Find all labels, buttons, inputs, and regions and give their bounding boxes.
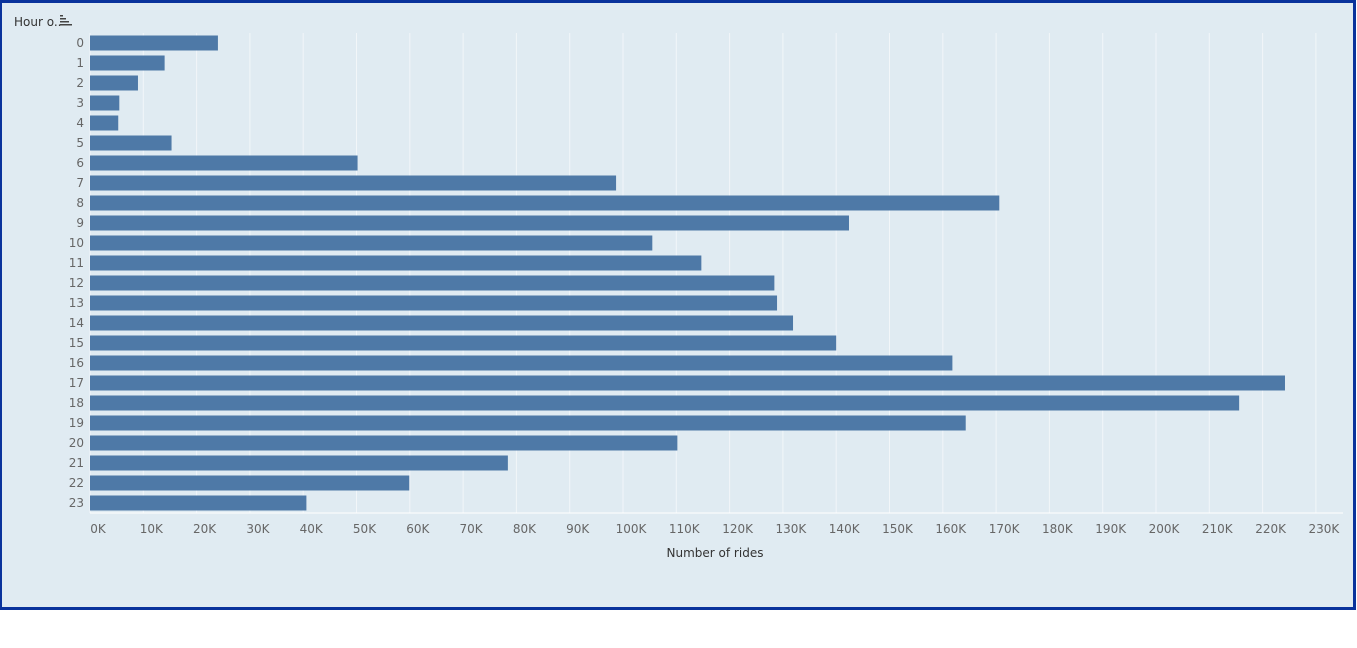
y-tick-label: 23 bbox=[69, 496, 84, 510]
x-tick-label: 80K bbox=[513, 522, 537, 536]
bar-hour-14[interactable] bbox=[90, 315, 794, 331]
y-tick-label: 3 bbox=[76, 96, 84, 110]
y-tick-label: 19 bbox=[69, 416, 84, 430]
bar-hour-16[interactable] bbox=[90, 355, 953, 371]
bar-hour-6[interactable] bbox=[90, 155, 358, 171]
y-tick-label: 11 bbox=[69, 256, 84, 270]
y-tick-label: 16 bbox=[69, 356, 84, 370]
y-tick-label: 1 bbox=[76, 56, 84, 70]
x-tick-label: 110K bbox=[669, 522, 701, 536]
x-tick-label: 140K bbox=[829, 522, 861, 536]
x-tick-label: 230K bbox=[1309, 522, 1341, 536]
x-axis-title: Number of rides bbox=[667, 546, 764, 560]
bar-hour-5[interactable] bbox=[90, 135, 172, 151]
bar-hour-21[interactable] bbox=[90, 455, 508, 471]
x-tick-label: 160K bbox=[935, 522, 967, 536]
y-tick-label: 2 bbox=[76, 76, 84, 90]
bar-hour-1[interactable] bbox=[90, 55, 165, 71]
y-tick-label: 14 bbox=[69, 316, 84, 330]
bar-hour-23[interactable] bbox=[90, 495, 307, 511]
bar-hour-11[interactable] bbox=[90, 255, 702, 271]
y-tick-label: 9 bbox=[76, 216, 84, 230]
bar-hour-2[interactable] bbox=[90, 75, 138, 91]
bar-hour-10[interactable] bbox=[90, 235, 653, 251]
x-tick-label: 50K bbox=[353, 522, 377, 536]
bar-hour-22[interactable] bbox=[90, 475, 410, 491]
y-tick-label: 8 bbox=[76, 196, 84, 210]
x-tick-label: 30K bbox=[246, 522, 270, 536]
x-tick-label: 170K bbox=[989, 522, 1021, 536]
x-tick-label: 20K bbox=[193, 522, 217, 536]
bar-hour-13[interactable] bbox=[90, 295, 778, 311]
x-tick-label: 10K bbox=[140, 522, 164, 536]
y-tick-label: 10 bbox=[69, 236, 84, 250]
bar-hour-17[interactable] bbox=[90, 375, 1285, 391]
bar-hour-4[interactable] bbox=[90, 115, 119, 131]
bar-hour-15[interactable] bbox=[90, 335, 837, 351]
bars bbox=[90, 35, 1285, 511]
y-tick-label: 4 bbox=[76, 116, 84, 130]
bar-hour-20[interactable] bbox=[90, 435, 678, 451]
y-tick-label: 22 bbox=[69, 476, 84, 490]
x-tick-label: 90K bbox=[566, 522, 590, 536]
bar-hour-9[interactable] bbox=[90, 215, 849, 231]
bar-hour-12[interactable] bbox=[90, 275, 775, 291]
y-tick-label: 20 bbox=[69, 436, 84, 450]
x-tick-label: 0K bbox=[90, 522, 107, 536]
x-tick-label: 210K bbox=[1202, 522, 1234, 536]
x-tick-label: 70K bbox=[460, 522, 484, 536]
y-tick-label: 5 bbox=[76, 136, 84, 150]
y-tick-label: 0 bbox=[76, 36, 84, 50]
x-tick-label: 150K bbox=[882, 522, 914, 536]
y-tick-label: 17 bbox=[69, 376, 84, 390]
x-tick-label: 190K bbox=[1095, 522, 1127, 536]
x-tick-labels: 0K 10K 20K 30K 40K 50K 60K 70K 80K 90K 100K 110K 120… bbox=[90, 522, 1340, 536]
y-tick-label: 13 bbox=[69, 296, 84, 310]
y-tick-label: 12 bbox=[69, 276, 84, 290]
x-tick-label: 100K bbox=[616, 522, 648, 536]
y-tick-label: 7 bbox=[76, 176, 84, 190]
sort-descending-icon[interactable] bbox=[60, 14, 72, 26]
x-tick-label: 120K bbox=[722, 522, 754, 536]
bar-hour-18[interactable] bbox=[90, 395, 1240, 411]
bar-hour-3[interactable] bbox=[90, 95, 120, 111]
y-tick-label: 21 bbox=[69, 456, 84, 470]
x-tick-label: 220K bbox=[1255, 522, 1287, 536]
y-tick-label: 15 bbox=[69, 336, 84, 350]
y-tick-label: 6 bbox=[76, 156, 84, 170]
x-tick-label: 40K bbox=[300, 522, 324, 536]
bar-hour-8[interactable] bbox=[90, 195, 1000, 211]
x-tick-label: 130K bbox=[776, 522, 808, 536]
x-tick-label: 60K bbox=[406, 522, 430, 536]
row-field-label[interactable]: Hour o.. bbox=[14, 15, 62, 29]
x-tick-label: 180K bbox=[1042, 522, 1074, 536]
bar-hour-7[interactable] bbox=[90, 175, 617, 191]
bar-hour-19[interactable] bbox=[90, 415, 966, 431]
y-tick-label: 18 bbox=[69, 396, 84, 410]
bar-hour-0[interactable] bbox=[90, 35, 218, 51]
x-tick-label: 200K bbox=[1149, 522, 1181, 536]
gridlines bbox=[89, 33, 1317, 513]
